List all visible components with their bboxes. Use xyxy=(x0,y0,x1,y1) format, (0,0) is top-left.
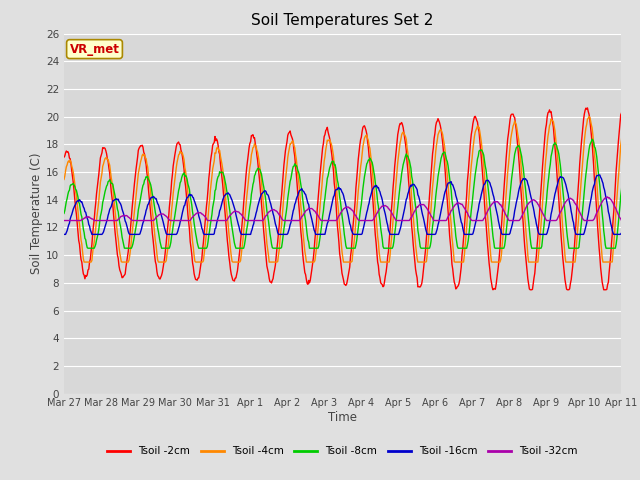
Tsoil -8cm xyxy=(240,245,248,251)
Tsoil -16cm xyxy=(239,231,246,237)
Tsoil -4cm xyxy=(60,177,68,182)
Tsoil -32cm xyxy=(239,214,246,220)
Tsoil -2cm xyxy=(268,277,276,283)
Tsoil -16cm xyxy=(291,202,299,207)
Tsoil -8cm xyxy=(60,211,68,216)
Tsoil -2cm xyxy=(620,101,628,107)
Tsoil -8cm xyxy=(269,245,277,251)
Tsoil -8cm xyxy=(292,163,300,168)
Tsoil -4cm xyxy=(80,259,88,265)
Title: Soil Temperatures Set 2: Soil Temperatures Set 2 xyxy=(252,13,433,28)
Tsoil -16cm xyxy=(632,169,639,175)
X-axis label: Time: Time xyxy=(328,411,357,424)
Line: Tsoil -4cm: Tsoil -4cm xyxy=(64,113,640,262)
Tsoil -2cm xyxy=(422,235,430,241)
Tsoil -16cm xyxy=(456,212,463,217)
Tsoil -4cm xyxy=(456,259,464,265)
Tsoil -32cm xyxy=(291,217,299,223)
Tsoil -32cm xyxy=(456,201,463,206)
Tsoil -8cm xyxy=(423,245,431,251)
Line: Tsoil -8cm: Tsoil -8cm xyxy=(64,138,640,248)
Line: Tsoil -16cm: Tsoil -16cm xyxy=(64,172,640,234)
Y-axis label: Soil Temperature (C): Soil Temperature (C) xyxy=(30,153,43,275)
Tsoil -32cm xyxy=(422,205,430,211)
Tsoil -4cm xyxy=(623,110,631,116)
Tsoil -2cm xyxy=(456,277,463,283)
Tsoil -8cm xyxy=(131,233,138,239)
Tsoil -8cm xyxy=(84,245,92,251)
Tsoil -16cm xyxy=(422,228,430,234)
Tsoil -4cm xyxy=(292,152,300,157)
Tsoil -32cm xyxy=(268,207,276,213)
Tsoil -16cm xyxy=(268,207,276,213)
Tsoil -16cm xyxy=(60,231,68,237)
Tsoil -2cm xyxy=(239,212,246,217)
Tsoil -4cm xyxy=(269,259,277,265)
Tsoil -2cm xyxy=(291,153,299,159)
Tsoil -8cm xyxy=(456,245,464,251)
Text: VR_met: VR_met xyxy=(70,43,120,56)
Tsoil -2cm xyxy=(60,154,68,160)
Tsoil -4cm xyxy=(131,208,138,214)
Line: Tsoil -2cm: Tsoil -2cm xyxy=(64,104,640,290)
Tsoil -32cm xyxy=(60,217,68,223)
Tsoil -32cm xyxy=(130,217,138,223)
Tsoil -16cm xyxy=(130,231,138,237)
Tsoil -8cm xyxy=(625,135,633,141)
Tsoil -4cm xyxy=(240,228,248,234)
Tsoil -4cm xyxy=(423,252,431,257)
Tsoil -2cm xyxy=(130,189,138,194)
Tsoil -2cm xyxy=(489,287,497,293)
Line: Tsoil -32cm: Tsoil -32cm xyxy=(64,195,640,220)
Legend: Tsoil -2cm, Tsoil -4cm, Tsoil -8cm, Tsoil -16cm, Tsoil -32cm: Tsoil -2cm, Tsoil -4cm, Tsoil -8cm, Tsoi… xyxy=(103,442,582,460)
